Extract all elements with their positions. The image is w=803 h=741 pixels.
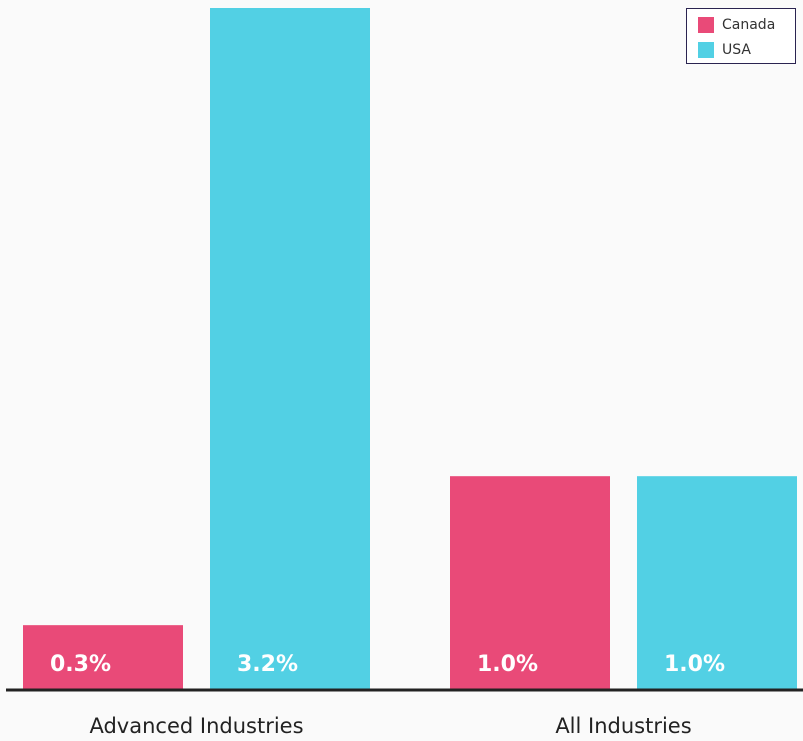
data-label-canada-advanced-industries: 0.3% bbox=[50, 652, 111, 677]
bar-canada-advanced-industries bbox=[23, 625, 183, 689]
bar-canada-all-industries bbox=[450, 476, 610, 689]
legend-label-usa: USA bbox=[722, 41, 751, 58]
legend-label-canada: Canada bbox=[722, 16, 776, 33]
bar-usa-all-industries bbox=[637, 476, 797, 689]
legend-item-canada: Canada bbox=[698, 12, 795, 37]
category-label-advanced-industries: Advanced Industries bbox=[89, 714, 303, 738]
legend-item-usa: USA bbox=[698, 37, 795, 62]
category-label-all-industries: All Industries bbox=[555, 714, 691, 738]
legend-swatch-canada bbox=[698, 16, 714, 33]
data-label-usa-advanced-industries: 3.2% bbox=[237, 652, 298, 677]
data-label-canada-all-industries: 1.0% bbox=[477, 652, 538, 677]
legend: Canada USA bbox=[686, 8, 796, 64]
data-label-usa-all-industries: 1.0% bbox=[664, 652, 725, 677]
bar-usa-advanced-industries bbox=[210, 8, 370, 689]
legend-swatch-usa bbox=[698, 41, 714, 58]
